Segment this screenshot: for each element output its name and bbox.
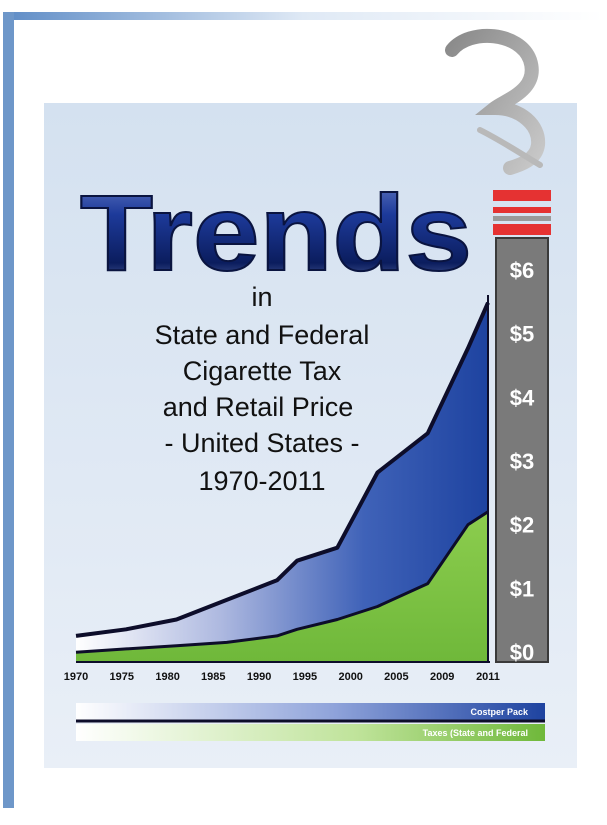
- subtitle-line: 1970-2011: [198, 466, 325, 496]
- y-tick-label: $3: [510, 449, 534, 474]
- x-tick-label: 1975: [110, 671, 134, 683]
- y-tick-label: $1: [510, 576, 534, 601]
- legend-label-taxes: Taxes (State and Federal: [423, 728, 528, 738]
- x-tick-label: 1990: [247, 671, 271, 683]
- chart-title: Trends: [80, 172, 472, 293]
- legend-label-cost: Costper Pack: [470, 707, 529, 717]
- series-area-cost-per-pack: [76, 302, 488, 662]
- legend: Costper Pack Taxes (State and Federal: [76, 703, 545, 741]
- y-tick-label: $6: [510, 258, 534, 283]
- subtitle-line: - United States -: [164, 428, 359, 458]
- frame-left-bar: [3, 12, 14, 808]
- series-line-cost-per-pack: [75, 301, 490, 638]
- x-tick-label: 2000: [338, 671, 362, 683]
- y-tick-label: $0: [510, 640, 534, 665]
- x-tick-label: 1970: [64, 671, 88, 683]
- y-tick-label: $5: [510, 322, 534, 347]
- cigarette-icon: [493, 190, 551, 235]
- x-tick-label: 2009: [430, 671, 454, 683]
- legend-swatch-cost: [76, 703, 545, 720]
- y-tick-label: $4: [510, 385, 535, 410]
- smoke-icon: [445, 28, 546, 175]
- x-tick-label: 1995: [293, 671, 317, 683]
- legend-swatch-taxes: [76, 724, 545, 741]
- series-area-taxes: [76, 511, 488, 662]
- subtitle-line: State and Federal: [155, 320, 370, 350]
- subtitle-line: Cigarette Tax: [183, 356, 342, 386]
- x-tick-label: 1980: [155, 671, 179, 683]
- subtitle-line: in: [251, 282, 272, 312]
- x-tick-label: 1985: [201, 671, 225, 683]
- x-tick-label: 2005: [384, 671, 408, 683]
- subtitle-line: and Retail Price: [163, 392, 354, 422]
- y-scale-bar: [495, 237, 549, 663]
- x-tick-label: 2011: [476, 671, 500, 683]
- smoke-wisp-icon: [477, 127, 543, 168]
- y-tick-label: $2: [510, 513, 534, 538]
- series-line-taxes: [75, 510, 489, 654]
